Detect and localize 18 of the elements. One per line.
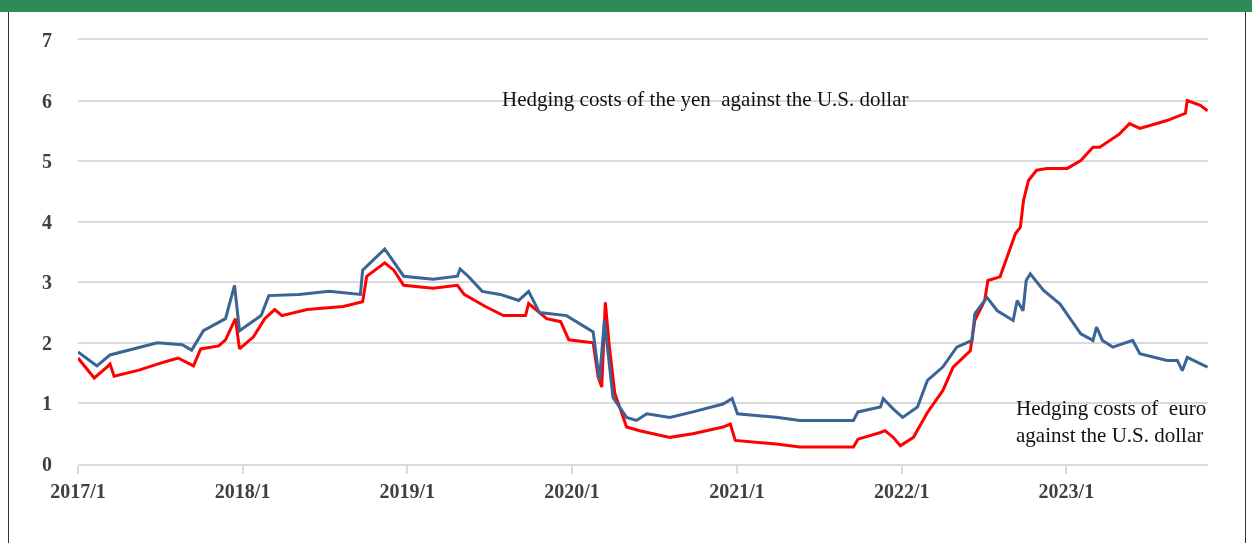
annotation: Hedging costs of the yen against the U.S. dollar	[502, 87, 909, 111]
x-tick-label: 2020/1	[544, 480, 600, 502]
x-tick-label: 2018/1	[214, 480, 271, 502]
y-tick-label: 6	[42, 89, 52, 112]
y-tick-label: 7	[42, 29, 52, 51]
y-tick-label: 3	[42, 271, 52, 294]
y-tick-label: 1	[42, 392, 52, 415]
line-series	[78, 247, 1208, 422]
x-tick-label: 2019/1	[379, 480, 436, 502]
annotation: Hedging costs of euro against the U.S. dollar	[1016, 396, 1207, 448]
x-tick-label: 2017/1	[50, 480, 106, 502]
y-tick-label: 2	[42, 331, 52, 354]
x-tick-label: 2022/1	[873, 480, 930, 502]
x-tick-label: 2021/1	[709, 480, 765, 502]
y-tick-label: 4	[42, 210, 52, 233]
y-tick-label: 0	[42, 453, 52, 475]
y-tick-label: 5	[42, 150, 52, 173]
x-tick-label: 2023/1	[1038, 480, 1095, 502]
